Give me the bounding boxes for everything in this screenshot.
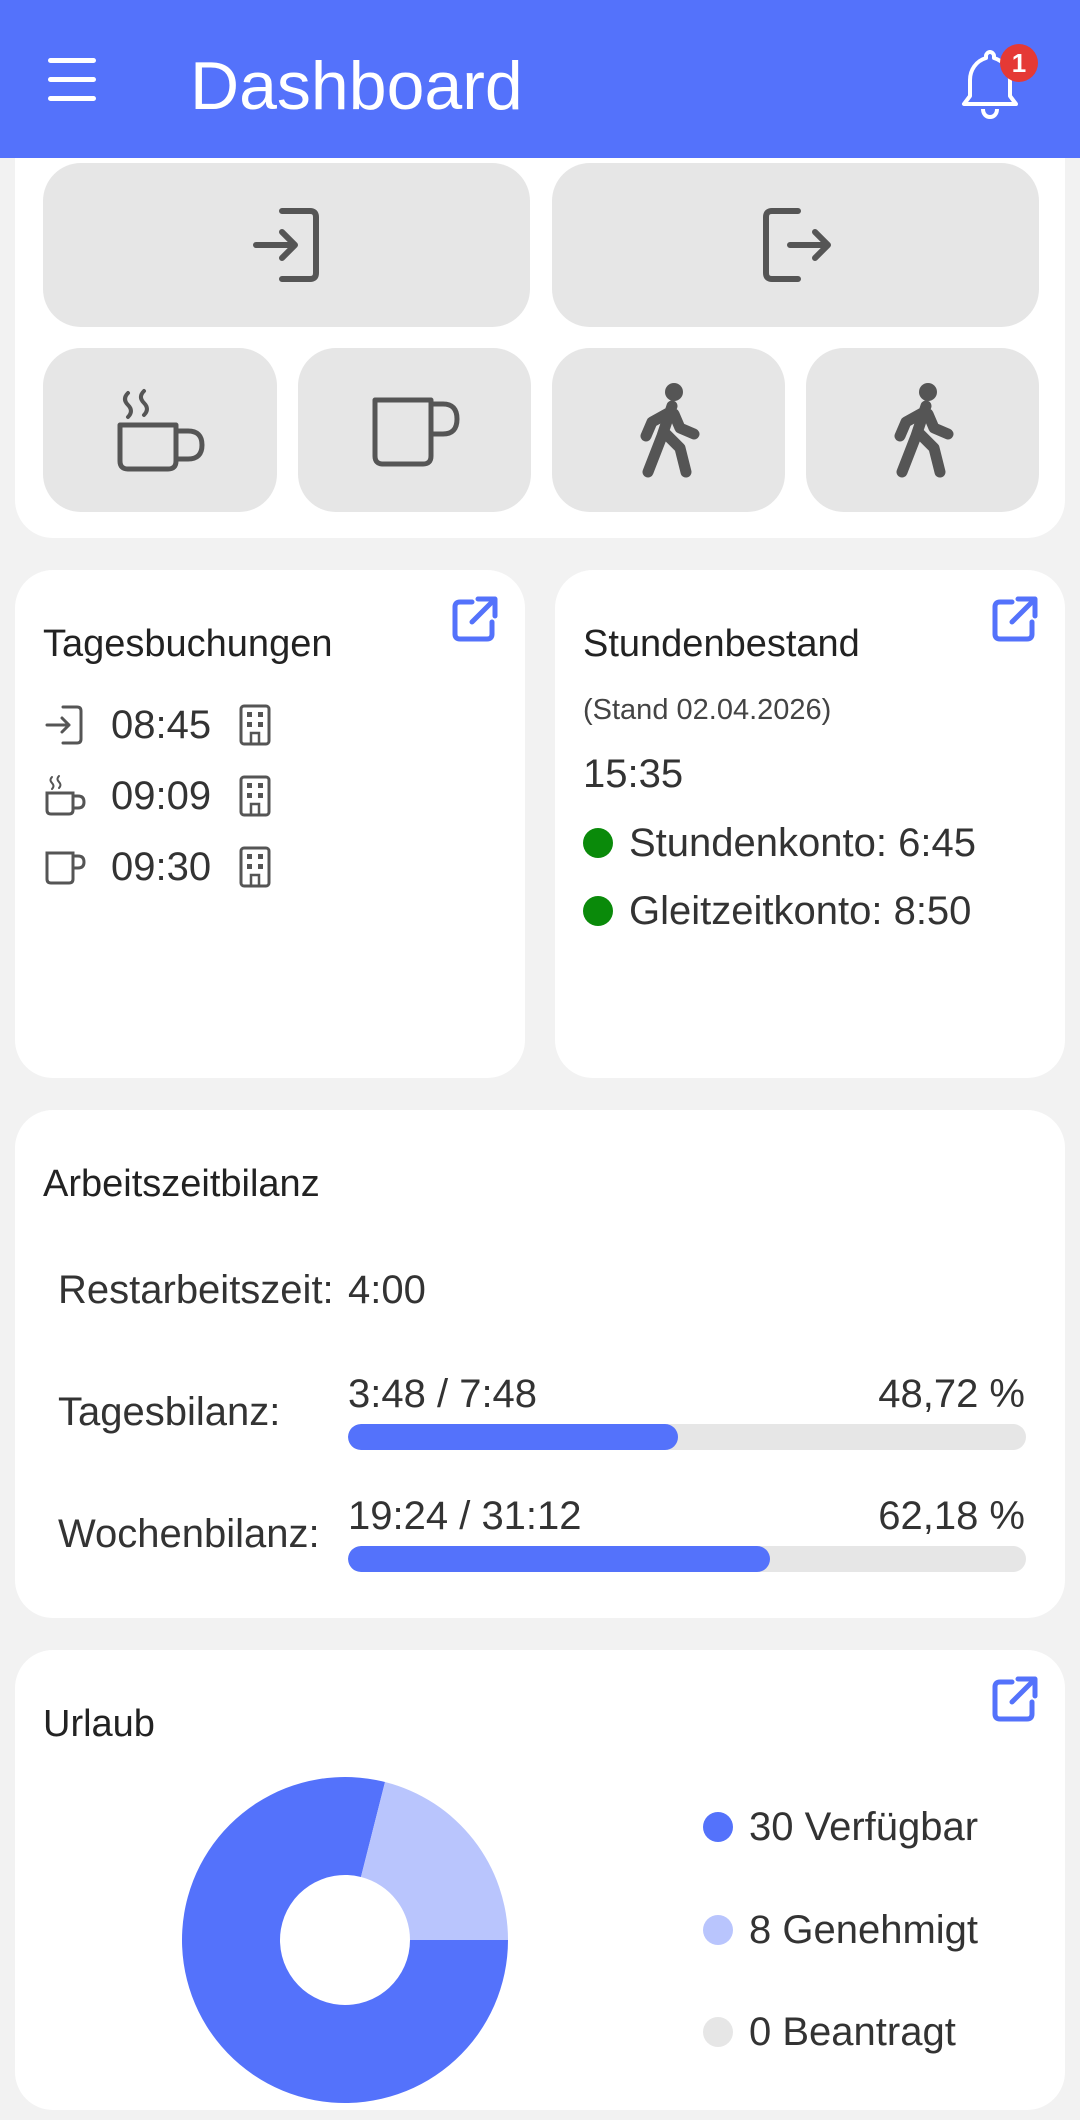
page-title: Dashboard <box>190 48 523 124</box>
quick-actions-card <box>15 120 1065 538</box>
booking-row: 08:45 <box>43 700 273 750</box>
stundenbestand-card: Stundenbestand (Stand 02.04.2026) 15:35 … <box>555 570 1065 1078</box>
hot-coffee-icon <box>117 389 205 472</box>
stand-date: (Stand 02.04.2026) <box>583 694 832 726</box>
restarbeitszeit-value: 4:00 <box>348 1268 426 1312</box>
login-icon <box>252 208 319 282</box>
clock-out-button[interactable] <box>552 163 1039 327</box>
legend-swatch <box>703 1915 733 1945</box>
notification-badge: 1 <box>1000 44 1038 82</box>
legend-label: 0 Beantragt <box>749 2009 956 2054</box>
tagesbilanz-progress-bar <box>348 1424 1026 1450</box>
wochenbilanz-percent: 62,18 % <box>878 1494 1025 1538</box>
open-external-icon[interactable] <box>450 594 500 644</box>
business-trip-start-button[interactable] <box>552 348 785 512</box>
break-start-button[interactable] <box>43 348 277 512</box>
login-icon <box>45 705 83 745</box>
urlaub-donut-chart <box>182 1777 508 2103</box>
wochenbilanz-label: Wochenbilanz: <box>58 1512 320 1556</box>
app-bar: Dashboard 1 <box>0 0 1080 158</box>
tagesbilanz-progress-fill <box>348 1424 679 1450</box>
wochenbilanz-progress-bar <box>348 1546 1026 1572</box>
legend-swatch <box>703 1812 733 1842</box>
menu-icon-line <box>48 96 96 101</box>
card-title: Arbeitszeitbilanz <box>43 1163 320 1205</box>
building-icon <box>239 704 271 746</box>
clock-in-button[interactable] <box>43 163 530 327</box>
restarbeitszeit-label: Restarbeitszeit: <box>58 1268 334 1312</box>
legend-swatch <box>703 2017 733 2047</box>
cup-icon <box>45 851 86 885</box>
booking-row: 09:09 <box>43 771 273 821</box>
tagesbuchungen-card: Tagesbuchungen 08:45 09:09 <box>15 570 525 1078</box>
card-title: Urlaub <box>43 1703 155 1745</box>
pie-slice-genehmigt <box>360 1781 508 1940</box>
card-title: Stundenbestand <box>583 623 860 665</box>
stundenkonto-text: Stundenkonto: 6:45 <box>629 820 976 865</box>
notification-bell-icon[interactable] <box>950 44 1030 124</box>
wochenbilanz-value: 19:24 / 31:12 <box>348 1494 582 1538</box>
menu-button[interactable] <box>44 58 100 102</box>
arbeitszeitbilanz-card: Arbeitszeitbilanz Restarbeitszeit: 4:00 … <box>15 1110 1065 1618</box>
stundenkonto-row: Stundenkonto: 6:45 <box>583 818 976 868</box>
tagesbilanz-label: Tagesbilanz: <box>58 1390 281 1434</box>
menu-icon-line <box>48 77 96 82</box>
hot-coffee-icon <box>45 775 86 816</box>
booking-time: 08:45 <box>111 702 212 747</box>
urlaub-card: Urlaub 30 Verfügbar 8 Genehmigt 0 Beantr… <box>15 1650 1065 2110</box>
card-title: Tagesbuchungen <box>43 623 333 665</box>
building-icon <box>239 775 271 817</box>
status-dot <box>583 896 613 926</box>
booking-time: 09:09 <box>111 773 212 818</box>
gleitzeitkonto-row: Gleitzeitkonto: 8:50 <box>583 886 971 936</box>
booking-row: 09:30 <box>43 842 273 892</box>
legend-label: 30 Verfügbar <box>749 1804 979 1849</box>
tagesbilanz-percent: 48,72 % <box>878 1372 1025 1416</box>
building-icon <box>239 846 271 888</box>
wochenbilanz-progress-fill <box>348 1546 770 1572</box>
status-dot <box>583 828 613 858</box>
business-trip-end-button[interactable] <box>806 348 1039 512</box>
booking-time: 09:30 <box>111 844 212 889</box>
logout-icon <box>762 208 831 282</box>
legend-item: 0 Beantragt <box>703 2005 956 2059</box>
hours-total: 15:35 <box>583 752 684 796</box>
gleitzeitkonto-text: Gleitzeitkonto: 8:50 <box>629 888 972 933</box>
legend-label: 8 Genehmigt <box>749 1907 979 1952</box>
legend-item: 30 Verfügbar <box>703 1800 978 1854</box>
open-external-icon[interactable] <box>990 594 1040 644</box>
walking-person-icon <box>640 383 699 478</box>
pie-slice-verfügbar <box>182 1777 508 2103</box>
break-end-button[interactable] <box>298 348 531 512</box>
legend-item: 8 Genehmigt <box>703 1903 978 1957</box>
walking-person-icon <box>894 383 953 478</box>
cup-icon <box>372 397 460 467</box>
menu-icon-line <box>48 58 96 63</box>
open-external-icon[interactable] <box>990 1674 1040 1724</box>
tagesbilanz-value: 3:48 / 7:48 <box>348 1372 538 1416</box>
